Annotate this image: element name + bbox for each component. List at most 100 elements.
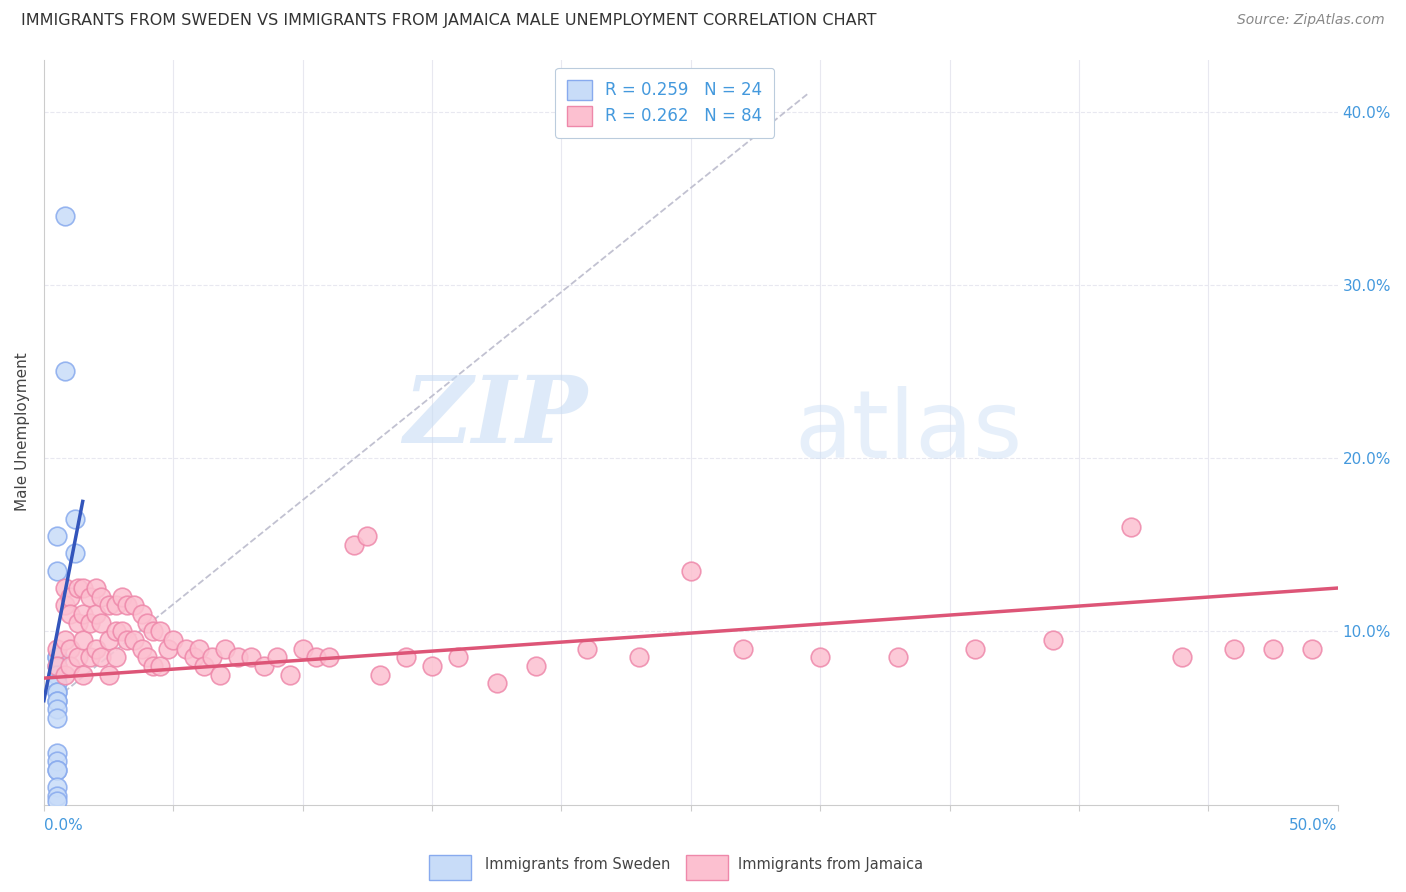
Point (965, 641, 987, 656)
Point (59, 607, 82, 621)
Point (731, 641, 754, 656)
Point (208, 667, 231, 681)
Point (110, 590, 132, 604)
Point (79, 615, 101, 630)
Point (318, 650, 340, 665)
Point (45, 763, 67, 777)
Point (45, 685, 67, 699)
Point (368, 667, 391, 681)
Point (90, 650, 112, 665)
Point (136, 615, 159, 630)
Point (53, 599, 76, 613)
Point (45, 693, 67, 707)
Point (291, 641, 314, 656)
Point (45, 529, 67, 543)
Point (395, 650, 418, 665)
Y-axis label: Male Unemployment: Male Unemployment (15, 352, 30, 511)
Point (53, 364, 76, 378)
Point (239, 650, 262, 665)
Point (45, 650, 67, 665)
Point (142, 659, 165, 673)
Point (45, 693, 67, 707)
Point (149, 624, 172, 639)
Point (124, 633, 146, 648)
Point (79, 650, 101, 665)
Point (53, 581, 76, 595)
Point (45, 659, 67, 673)
Point (66, 615, 89, 630)
Point (1261, 641, 1284, 656)
Point (110, 624, 132, 639)
Point (84, 641, 107, 656)
Point (162, 633, 184, 648)
Point (63, 512, 86, 526)
Point (45, 711, 67, 725)
Point (278, 667, 301, 681)
Text: IMMIGRANTS FROM SWEDEN VS IMMIGRANTS FROM JAMAICA MALE UNEMPLOYMENT CORRELATION : IMMIGRANTS FROM SWEDEN VS IMMIGRANTS FRO… (21, 13, 876, 29)
Text: Immigrants from Jamaica: Immigrants from Jamaica (738, 857, 924, 872)
Point (45, 754, 67, 768)
Point (1042, 633, 1064, 648)
Point (45, 676, 67, 690)
Text: atlas: atlas (794, 386, 1022, 478)
Point (183, 650, 205, 665)
Point (66, 581, 89, 595)
Text: Immigrants from Sweden: Immigrants from Sweden (485, 857, 671, 872)
Point (887, 650, 910, 665)
Point (72, 667, 94, 681)
Point (45, 667, 67, 681)
Point (105, 624, 128, 639)
Point (84, 581, 107, 595)
Point (72, 607, 94, 621)
Point (124, 599, 146, 613)
Point (53, 667, 76, 681)
Point (53, 633, 76, 648)
Point (356, 529, 378, 543)
Point (90, 590, 112, 604)
Point (136, 650, 159, 665)
Point (679, 564, 702, 578)
Point (45, 789, 67, 803)
Point (63, 546, 86, 560)
Point (45, 650, 67, 665)
Point (59, 641, 82, 656)
Point (115, 633, 138, 648)
Point (72, 581, 94, 595)
Point (304, 650, 326, 665)
Point (576, 641, 599, 656)
Point (157, 641, 180, 656)
Point (97, 599, 120, 613)
Point (142, 624, 165, 639)
Point (808, 650, 831, 665)
Point (45, 564, 67, 578)
Point (59, 590, 82, 604)
Point (45, 794, 67, 808)
Point (84, 607, 107, 621)
Point (45, 659, 67, 673)
Point (188, 641, 211, 656)
Point (45, 763, 67, 777)
Point (226, 650, 249, 665)
Text: 50.0%: 50.0% (1289, 819, 1337, 833)
Point (485, 676, 508, 690)
Legend: R = 0.259   N = 24, R = 0.262   N = 84: R = 0.259 N = 24, R = 0.262 N = 84 (555, 68, 775, 137)
Point (115, 599, 138, 613)
Point (214, 641, 236, 656)
Point (524, 659, 547, 673)
Point (1301, 641, 1323, 656)
Point (90, 615, 112, 630)
Point (45, 780, 67, 795)
Point (105, 599, 128, 613)
Point (1223, 641, 1246, 656)
Point (79, 590, 101, 604)
Point (72, 633, 94, 648)
Point (627, 650, 650, 665)
Point (66, 650, 89, 665)
Point (447, 650, 470, 665)
Point (45, 746, 67, 760)
Point (45, 702, 67, 716)
Point (131, 607, 153, 621)
Point (105, 650, 128, 665)
Point (45, 685, 67, 699)
Point (45, 641, 67, 656)
